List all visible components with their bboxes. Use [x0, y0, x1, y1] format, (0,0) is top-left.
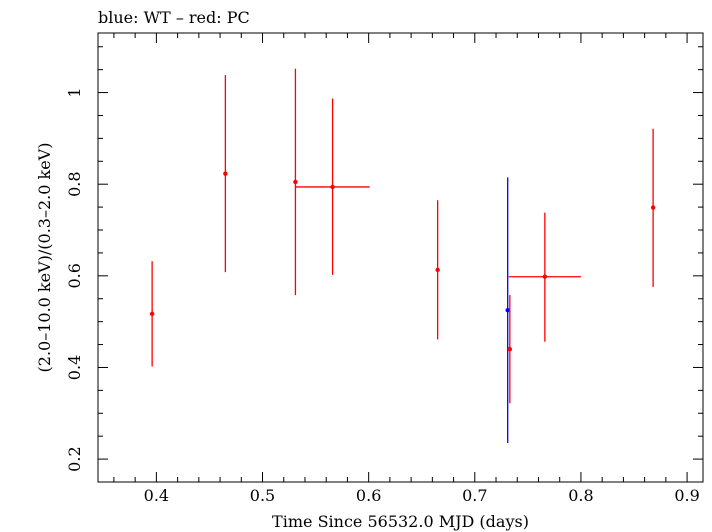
y-tick-label: 0.2 [65, 446, 84, 471]
y-tick-label: 0.8 [65, 171, 84, 196]
x-tick-labels: 0.4 0.5 0.6 0.7 0.8 0.9 [144, 486, 700, 505]
series-pc [149, 68, 656, 404]
data-point [293, 179, 298, 185]
y-tick-labels: 0.2 0.4 0.6 0.8 1 [65, 87, 84, 471]
series-wt [505, 177, 510, 444]
x-tick-label: 0.7 [462, 486, 487, 505]
y-tick-label: 1 [65, 87, 84, 97]
data-point [149, 311, 155, 317]
y-axis-label: (2.0–10.0 keV)/(0.3–2.0 keV) [35, 143, 54, 373]
x-tick-label: 0.4 [144, 486, 169, 505]
data-series [149, 68, 656, 444]
chart-title: blue: WT – red: PC [98, 8, 250, 27]
data-point [223, 171, 228, 176]
x-tick-label: 0.8 [568, 486, 593, 505]
x-axis-label: Time Since 56532.0 MJD (days) [272, 512, 529, 531]
y-tick-label: 0.6 [65, 263, 84, 288]
data-point [542, 274, 548, 279]
x-tick-label: 0.6 [356, 486, 381, 505]
data-point [330, 184, 335, 190]
data-point [435, 267, 440, 273]
plot-frame [97, 32, 704, 483]
data-point [507, 346, 513, 352]
y-tick-label: 0.4 [65, 355, 84, 380]
x-tick-label: 0.5 [250, 486, 275, 505]
x-tick-label: 0.9 [674, 486, 699, 505]
axis-ticks [98, 33, 703, 483]
data-point [650, 205, 656, 210]
data-point [505, 307, 510, 313]
